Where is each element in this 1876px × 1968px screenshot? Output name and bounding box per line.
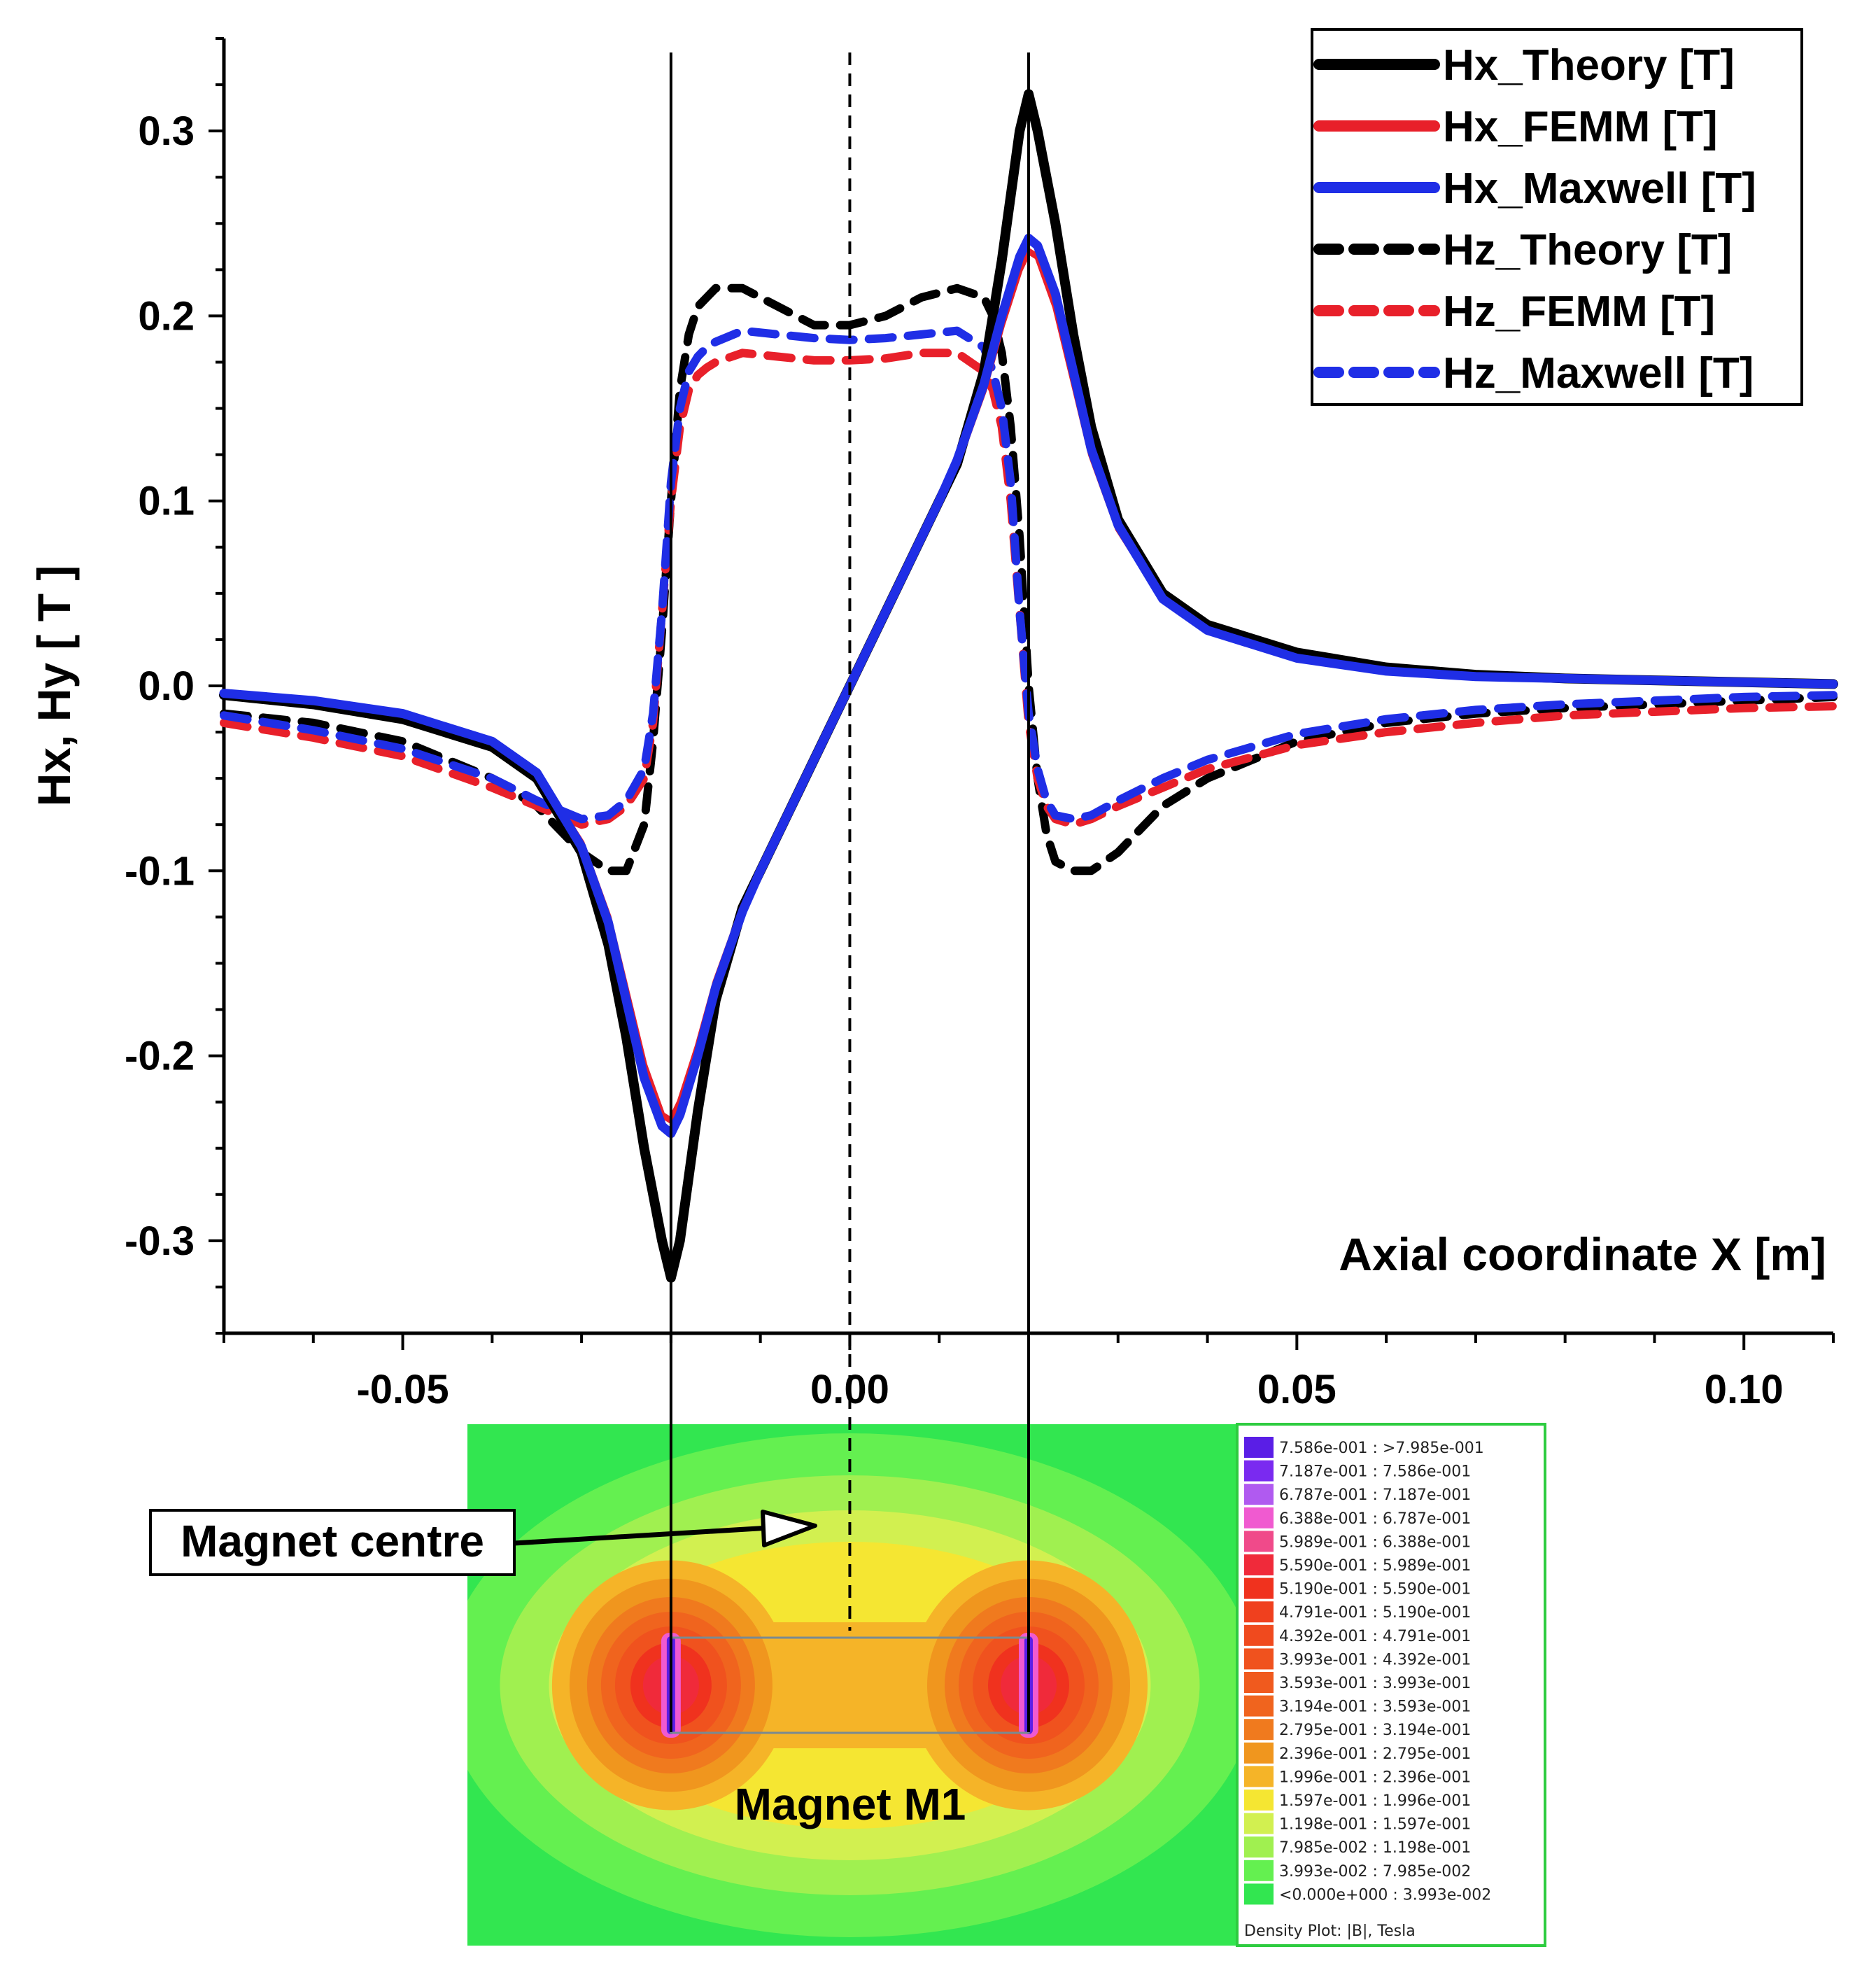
- callout-arrow-head: [761, 1510, 817, 1547]
- y-tick-label: 0.2: [138, 293, 195, 339]
- colorbar-label: 7.187e-001 : 7.586e-001: [1279, 1463, 1471, 1481]
- magnet-label: Magnet M1: [735, 1779, 966, 1829]
- y-tick-label: -0.1: [125, 848, 195, 894]
- colorbar-label: 6.388e-001 : 6.787e-001: [1279, 1510, 1471, 1528]
- y-tick-label: 0.3: [138, 108, 195, 154]
- y-tick-label: 0.1: [138, 479, 195, 524]
- y-tick-label: -0.2: [125, 1034, 195, 1079]
- colorbar-swatch: [1244, 1577, 1274, 1599]
- colorbar-swatch: [1244, 1719, 1274, 1741]
- colorbar-swatch: [1244, 1813, 1274, 1834]
- colorbar-label: 3.593e-001 : 3.993e-001: [1279, 1675, 1471, 1692]
- field-density-inset: Magnet M1 7.586e-001 : >7.985e-001 7.187e-…: [467, 1423, 1546, 1947]
- legend-label: Hz_FEMM [T]: [1443, 288, 1715, 336]
- legend-box: [1311, 28, 1803, 406]
- callout-arrow-shaft: [514, 1525, 770, 1546]
- series-line-hz-theory: [220, 283, 1838, 876]
- callout-label: Magnet centre: [181, 1516, 484, 1566]
- colorbar-swatch: [1244, 1766, 1274, 1787]
- colorbar-swatch: [1244, 1836, 1274, 1858]
- x-tick-label: 0.05: [1257, 1367, 1337, 1412]
- colorbar-swatch: [1244, 1624, 1274, 1646]
- colorbar-panel: [1236, 1423, 1546, 1947]
- colorbar-label: 3.993e-001 : 4.392e-001: [1279, 1651, 1471, 1668]
- colorbar-label: 1.996e-001 : 2.396e-001: [1279, 1769, 1471, 1786]
- colorbar-label: 7.586e-001 : >7.985e-001: [1279, 1440, 1484, 1457]
- legend-label: Hx_Maxwell [T]: [1443, 164, 1756, 213]
- density-map: [467, 1424, 1237, 1946]
- colorbar-label: 1.597e-001 : 1.996e-001: [1279, 1792, 1471, 1810]
- colorbar-label: 2.795e-001 : 3.194e-001: [1279, 1722, 1471, 1739]
- colorbar-label: 4.392e-001 : 4.791e-001: [1279, 1628, 1471, 1645]
- x-tick-label: 0.10: [1705, 1367, 1784, 1412]
- x-tick-label: -0.05: [356, 1367, 449, 1412]
- overlay: Magnet centre: [149, 52, 1030, 1732]
- colorbar-swatch: [1244, 1507, 1274, 1528]
- colorbar-label: <0.000e+000 : 3.993e-002: [1279, 1886, 1491, 1904]
- series-line-hx-maxwell: [219, 233, 1838, 1139]
- colorbar-label: 3.993e-002 : 7.985e-002: [1279, 1863, 1471, 1881]
- colorbar-label: 1.198e-001 : 1.597e-001: [1279, 1816, 1471, 1834]
- legend-label: Hx_Theory [T]: [1443, 41, 1735, 90]
- colorbar-swatch: [1244, 1554, 1274, 1575]
- colorbar-label: 3.194e-001 : 3.593e-001: [1279, 1699, 1471, 1716]
- colorbar-label: 4.791e-001 : 5.190e-001: [1279, 1604, 1471, 1622]
- colorbar-label: 5.989e-001 : 6.388e-001: [1279, 1533, 1471, 1551]
- colorbar-swatch: [1244, 1672, 1274, 1693]
- legend: Hx_Theory [T] Hx_FEMM [T] Hx_Maxwell [T] Hz…: [1311, 28, 1803, 406]
- y-axis-title: Hx, Hy [ T ]: [28, 565, 80, 807]
- colorbar-swatch: [1244, 1695, 1274, 1717]
- colorbar-swatch: [1244, 1601, 1274, 1623]
- colorbar-swatch: [1244, 1860, 1274, 1881]
- series-line-hz-maxwell: [220, 326, 1838, 824]
- colorbar-label: 5.590e-001 : 5.989e-001: [1279, 1557, 1471, 1575]
- colorbar-swatch: [1244, 1742, 1274, 1764]
- legend-label: Hz_Maxwell [T]: [1443, 349, 1754, 398]
- colorbar-swatch: [1244, 1648, 1274, 1670]
- plot-area: -0.3-0.2-0.10.00.10.20.3-0.05 0.00 0.05 0.1…: [28, 28, 1838, 1412]
- colorbar-swatch: [1244, 1460, 1274, 1482]
- y-tick-label: 0.0: [138, 663, 195, 709]
- y-tick-label: -0.3: [125, 1218, 195, 1264]
- colorbar-label: 6.787e-001 : 7.187e-001: [1279, 1486, 1471, 1504]
- legend-label: Hz_Theory [T]: [1443, 226, 1732, 274]
- x-axis-title: Axial coordinate X [m]: [1339, 1228, 1826, 1280]
- colorbar-label: 7.985e-002 : 1.198e-001: [1279, 1839, 1471, 1857]
- colorbar-title: Density Plot: |B|, Tesla: [1244, 1923, 1416, 1940]
- colorbar-swatch: [1244, 1437, 1274, 1458]
- colorbar-swatch: [1244, 1790, 1274, 1811]
- colorbar-label: 5.190e-001 : 5.590e-001: [1279, 1581, 1471, 1598]
- colorbar-swatch: [1244, 1484, 1274, 1505]
- colorbar-swatch: [1244, 1883, 1274, 1905]
- colorbar-swatch: [1244, 1531, 1274, 1552]
- legend-label: Hx_FEMM [T]: [1443, 103, 1718, 151]
- colorbar-label: 2.396e-001 : 2.795e-001: [1279, 1745, 1471, 1763]
- callout-box: [149, 1509, 516, 1576]
